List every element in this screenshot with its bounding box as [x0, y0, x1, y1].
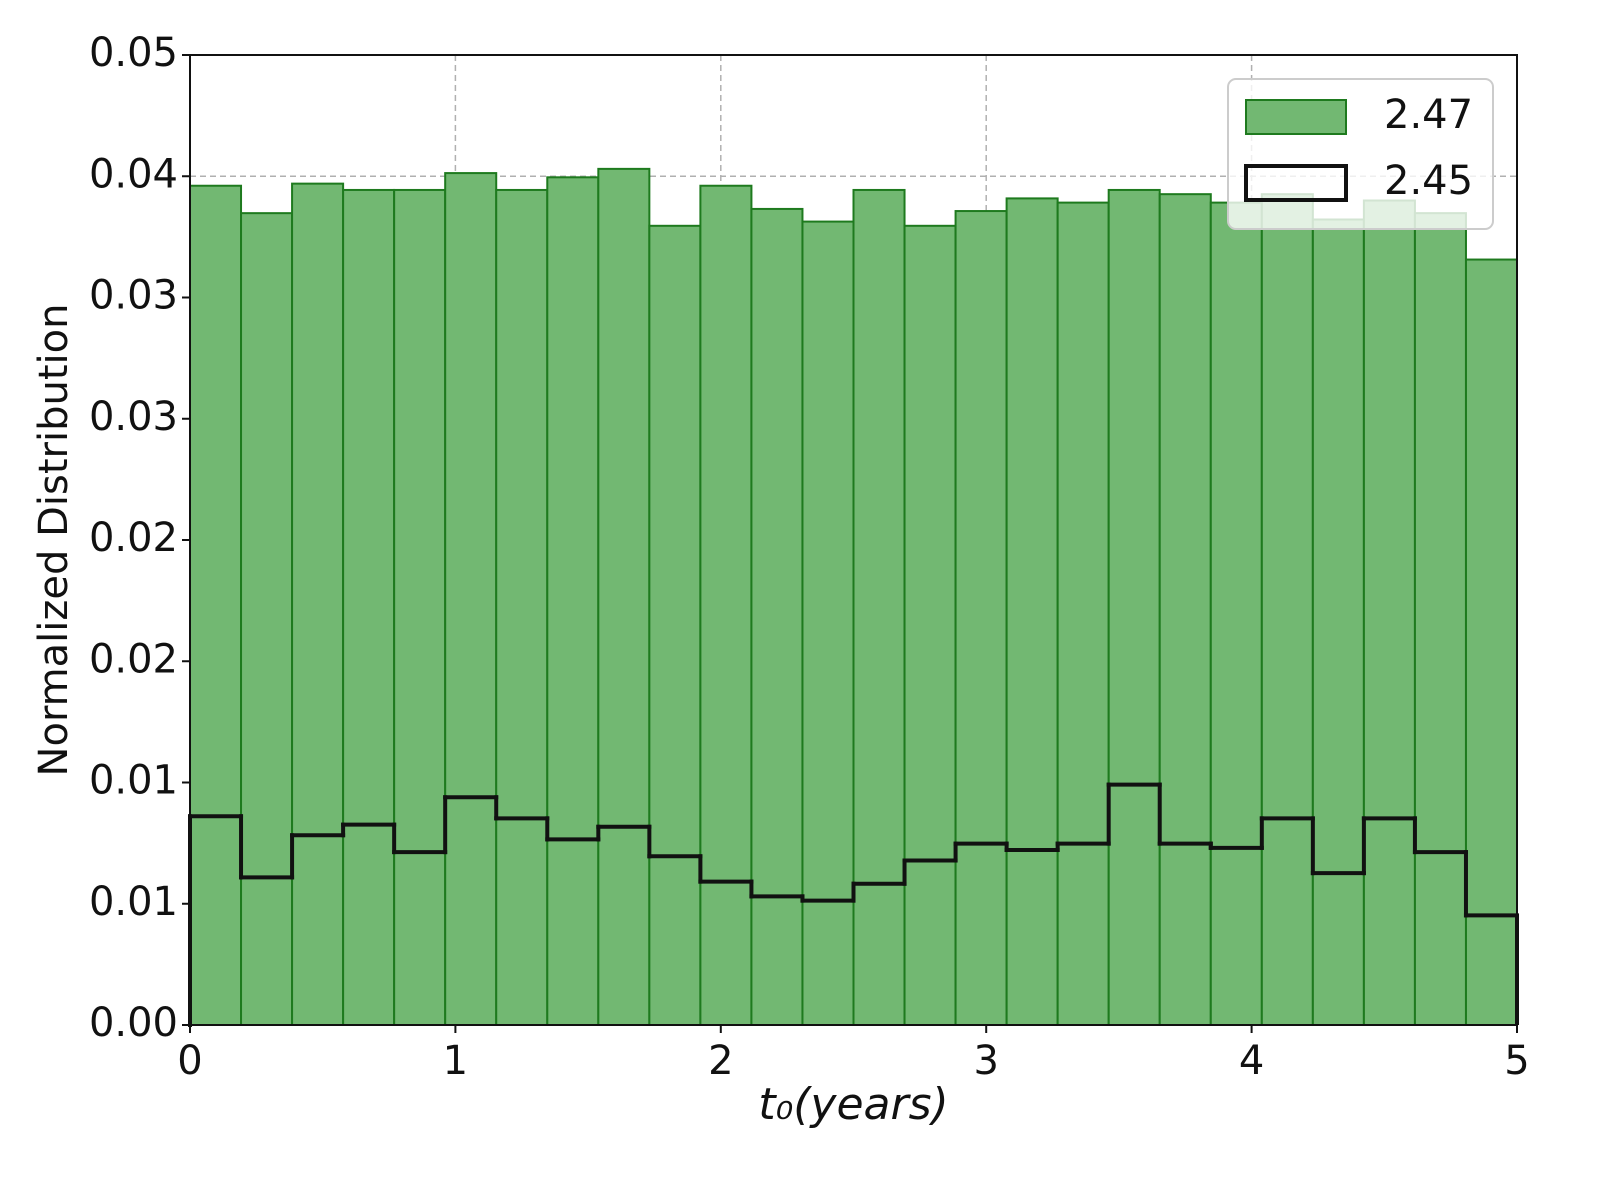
bar: [750, 207, 804, 1027]
x-tick-label: 4: [1239, 1038, 1264, 1084]
bar: [954, 210, 1008, 1027]
bar: [546, 176, 600, 1027]
bar: [852, 188, 906, 1026]
bar: [1209, 201, 1263, 1026]
bar: [1464, 258, 1519, 1027]
bar: [1107, 188, 1161, 1026]
x-tick-label: 0: [177, 1038, 202, 1084]
axes-frame: [189, 54, 1518, 1026]
y-axis-label: Normalized Distribution: [31, 304, 77, 777]
legend-label: 2.47: [1384, 92, 1473, 138]
y-tick-label: 0.01: [89, 879, 178, 925]
bar: [444, 172, 498, 1026]
bar: [699, 184, 753, 1026]
bar: [1413, 212, 1467, 1027]
y-tick-label: 0.03: [89, 273, 178, 319]
bar: [648, 224, 702, 1027]
legend-swatch: [1245, 99, 1347, 135]
legend-swatch: [1244, 164, 1348, 202]
y-tick-label: 0.05: [89, 30, 178, 76]
bar: [342, 188, 396, 1026]
x-tick-label: 3: [973, 1038, 998, 1084]
bar: [1158, 193, 1212, 1027]
bar: [240, 212, 294, 1027]
x-axis-label: t₀(years): [758, 1079, 948, 1130]
bar: [1005, 197, 1059, 1027]
x-tick-label: 5: [1504, 1038, 1529, 1084]
bar: [291, 182, 345, 1026]
legend-label: 2.45: [1384, 158, 1473, 204]
plot-area: [188, 167, 1519, 1027]
bar: [1056, 201, 1110, 1026]
bar: [1260, 193, 1314, 1027]
y-tick-label: 0.04: [89, 151, 178, 197]
bar: [393, 188, 447, 1026]
legend: 2.47 2.45: [1227, 78, 1494, 230]
x-tick-label: 1: [443, 1038, 468, 1084]
bar: [1362, 199, 1416, 1026]
y-tick-label: 0.01: [89, 758, 178, 804]
bar: [903, 224, 957, 1027]
y-tick-label: 0.03: [89, 394, 178, 440]
y-tick-label: 0.02: [89, 515, 178, 561]
bar: [189, 184, 243, 1026]
y-tick-label: 0.02: [89, 636, 178, 682]
x-tick-label: 2: [708, 1038, 733, 1084]
bar: [495, 188, 549, 1026]
bar: [1311, 218, 1365, 1026]
y-tick-label: 0.00: [89, 1000, 178, 1046]
bar: [597, 167, 651, 1026]
bar: [801, 220, 855, 1026]
